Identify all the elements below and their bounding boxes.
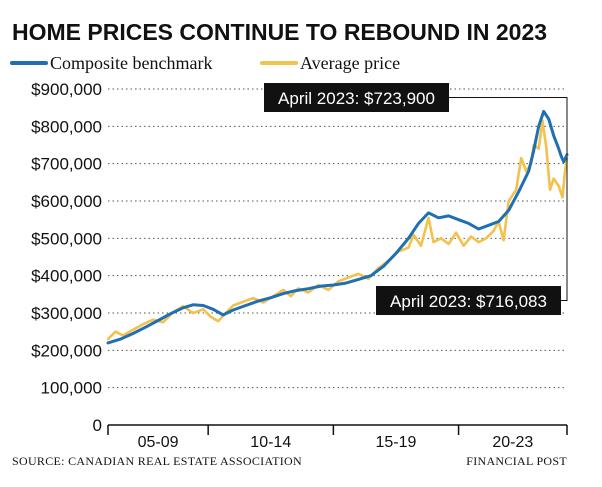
x-period-label: 20-23 [492, 434, 533, 451]
y-tick-label: $500,000 [31, 229, 102, 248]
source-note: SOURCE: CANADIAN REAL ESTATE ASSOCIATION [12, 454, 302, 468]
credit-note: FINANCIAL POST [466, 454, 567, 468]
legend-label-composite-benchmark: Composite benchmark [50, 53, 212, 73]
callout-composite-leader [449, 97, 568, 155]
y-tick-label: 100,000 [41, 379, 102, 398]
y-tick-label: $300,000 [31, 304, 102, 323]
series-lines [106, 109, 569, 345]
x-period-label: 05-09 [138, 434, 179, 451]
callout-composite-box [264, 83, 449, 112]
gridlines [108, 88, 567, 389]
legend-label-average-price: Average price [300, 53, 400, 73]
y-tick-label: $700,000 [31, 155, 102, 174]
legend: Composite benchmark Average price [10, 53, 400, 73]
y-tick-label: $600,000 [31, 192, 102, 211]
callouts: April 2023: $723,900 April 2023: $716,083 [264, 83, 568, 315]
x-period-label: 10-14 [250, 434, 291, 451]
chart-title: HOME PRICES CONTINUE TO REBOUND IN 2023 [12, 19, 547, 45]
series-line-composite-benchmark [106, 109, 569, 345]
y-tick-label: $200,000 [31, 341, 102, 360]
callout-average-leader [561, 157, 568, 301]
y-axis-ticks: 0 100,000 $200,000 $300,000 $400,000 $500,000… [31, 80, 102, 435]
callout-average-box [376, 286, 561, 315]
y-tick-label: 0 [93, 416, 102, 435]
y-tick-label: $900,000 [31, 80, 102, 99]
x-axis: 05-09 10-14 15-19 20-23 [107, 424, 568, 451]
callout-composite-label: April 2023: $723,900 [278, 89, 435, 108]
callout-average-label: April 2023: $716,083 [390, 292, 547, 311]
y-tick-label: $800,000 [31, 117, 102, 136]
y-tick-label: $400,000 [31, 267, 102, 286]
x-period-label: 15-19 [376, 434, 417, 451]
